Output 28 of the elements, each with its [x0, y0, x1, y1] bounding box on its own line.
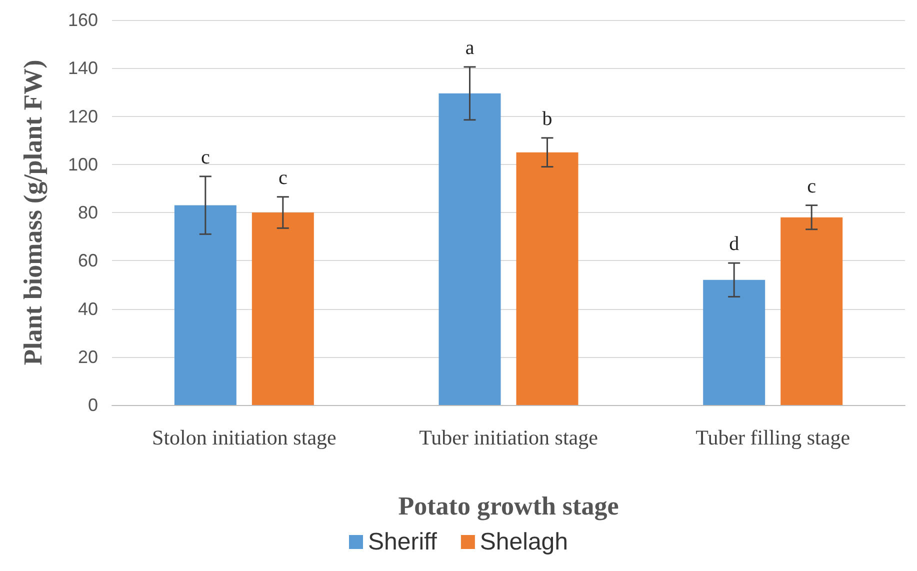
legend-label: Shelagh [480, 528, 568, 556]
bar [252, 212, 314, 405]
x-axis-title: Potato growth stage [398, 492, 619, 520]
y-tick-label: 80 [78, 202, 98, 222]
bar [780, 217, 843, 405]
y-tick-label: 20 [78, 346, 98, 367]
y-tick-label: 40 [78, 298, 98, 319]
y-tick-label: 140 [68, 58, 98, 78]
bar [703, 280, 766, 405]
y-tick-label: 120 [68, 106, 98, 126]
x-tick-label: Tuber initiation stage [419, 426, 598, 450]
x-tick-label: Tuber filling stage [696, 426, 850, 450]
data-label: c [807, 175, 816, 198]
x-tick-label: Stolon initiation stage [152, 426, 336, 450]
data-label: c [278, 166, 288, 189]
y-tick-label: 0 [88, 395, 98, 415]
bar [516, 152, 578, 405]
data-label: d [729, 233, 740, 256]
data-label: b [542, 108, 552, 130]
data-label: a [465, 36, 474, 59]
data-label: c [200, 146, 210, 168]
legend-label: Sheriff [368, 528, 438, 556]
y-tick-label: 160 [68, 10, 98, 30]
y-tick-label: 100 [68, 154, 98, 174]
bar [174, 205, 236, 405]
bar [438, 93, 501, 405]
y-tick-label: 60 [78, 250, 98, 271]
y-axis-title: Plant biomass (g/plant FW) [18, 60, 48, 366]
